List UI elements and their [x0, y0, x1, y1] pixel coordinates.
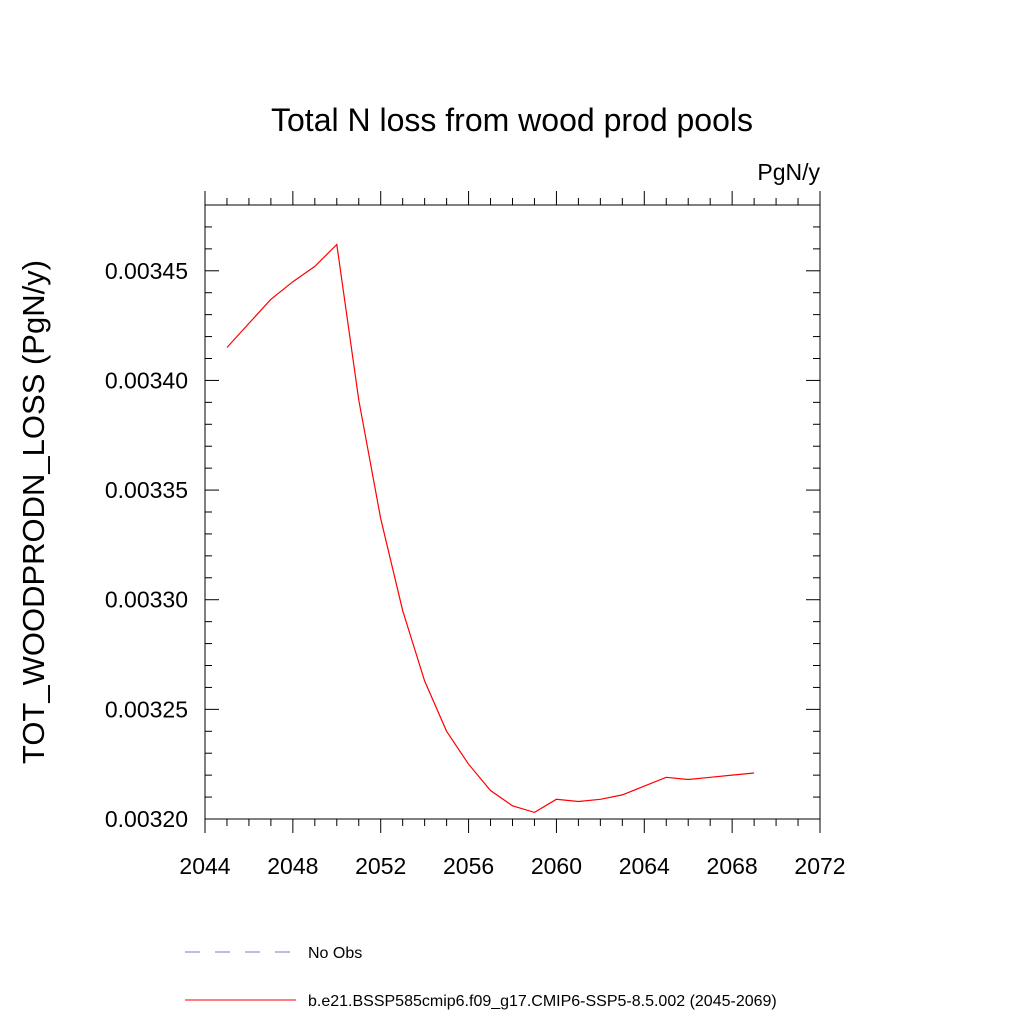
y-tick-label: 0.00340	[105, 367, 188, 393]
x-tick-label: 2052	[355, 853, 406, 879]
chart-title: Total N loss from wood prod pools	[271, 102, 753, 138]
x-tick-label: 2072	[794, 853, 845, 879]
y-tick-label: 0.00330	[105, 587, 188, 613]
y-tick-label: 0.00325	[105, 696, 188, 722]
x-tick-label: 2068	[707, 853, 758, 879]
x-tick-label: 2056	[443, 853, 494, 879]
x-tick-label: 2064	[619, 853, 670, 879]
legend-label: No Obs	[308, 945, 362, 962]
x-tick-label: 2048	[267, 853, 318, 879]
series-line	[226, 243, 755, 814]
legend: No Obs b.e21.BSSP585cmip6.f09_g17.CMIP6-S…	[185, 945, 777, 1010]
x-tick-label: 2044	[179, 853, 230, 879]
legend-label: b.e21.BSSP585cmip6.f09_g17.CMIP6-SSP5-8.…	[308, 993, 777, 1010]
units-label: PgN/y	[757, 159, 820, 185]
x-tick-label: 2060	[531, 853, 582, 879]
axis-ticks	[204, 191, 821, 833]
y-tick-label: 0.00335	[105, 477, 188, 503]
y-tick-label: 0.00320	[105, 806, 188, 832]
plot-frame	[204, 204, 821, 820]
y-axis-label: TOT_WOODPRODN_LOSS (PgN/y)	[16, 260, 51, 764]
y-tick-label: 0.00345	[105, 258, 188, 284]
series-lines	[226, 243, 755, 814]
axis-tick-labels: 2044 2048 2052 2056 2060 2064 2068 2072 0.00320 0…	[105, 258, 846, 879]
